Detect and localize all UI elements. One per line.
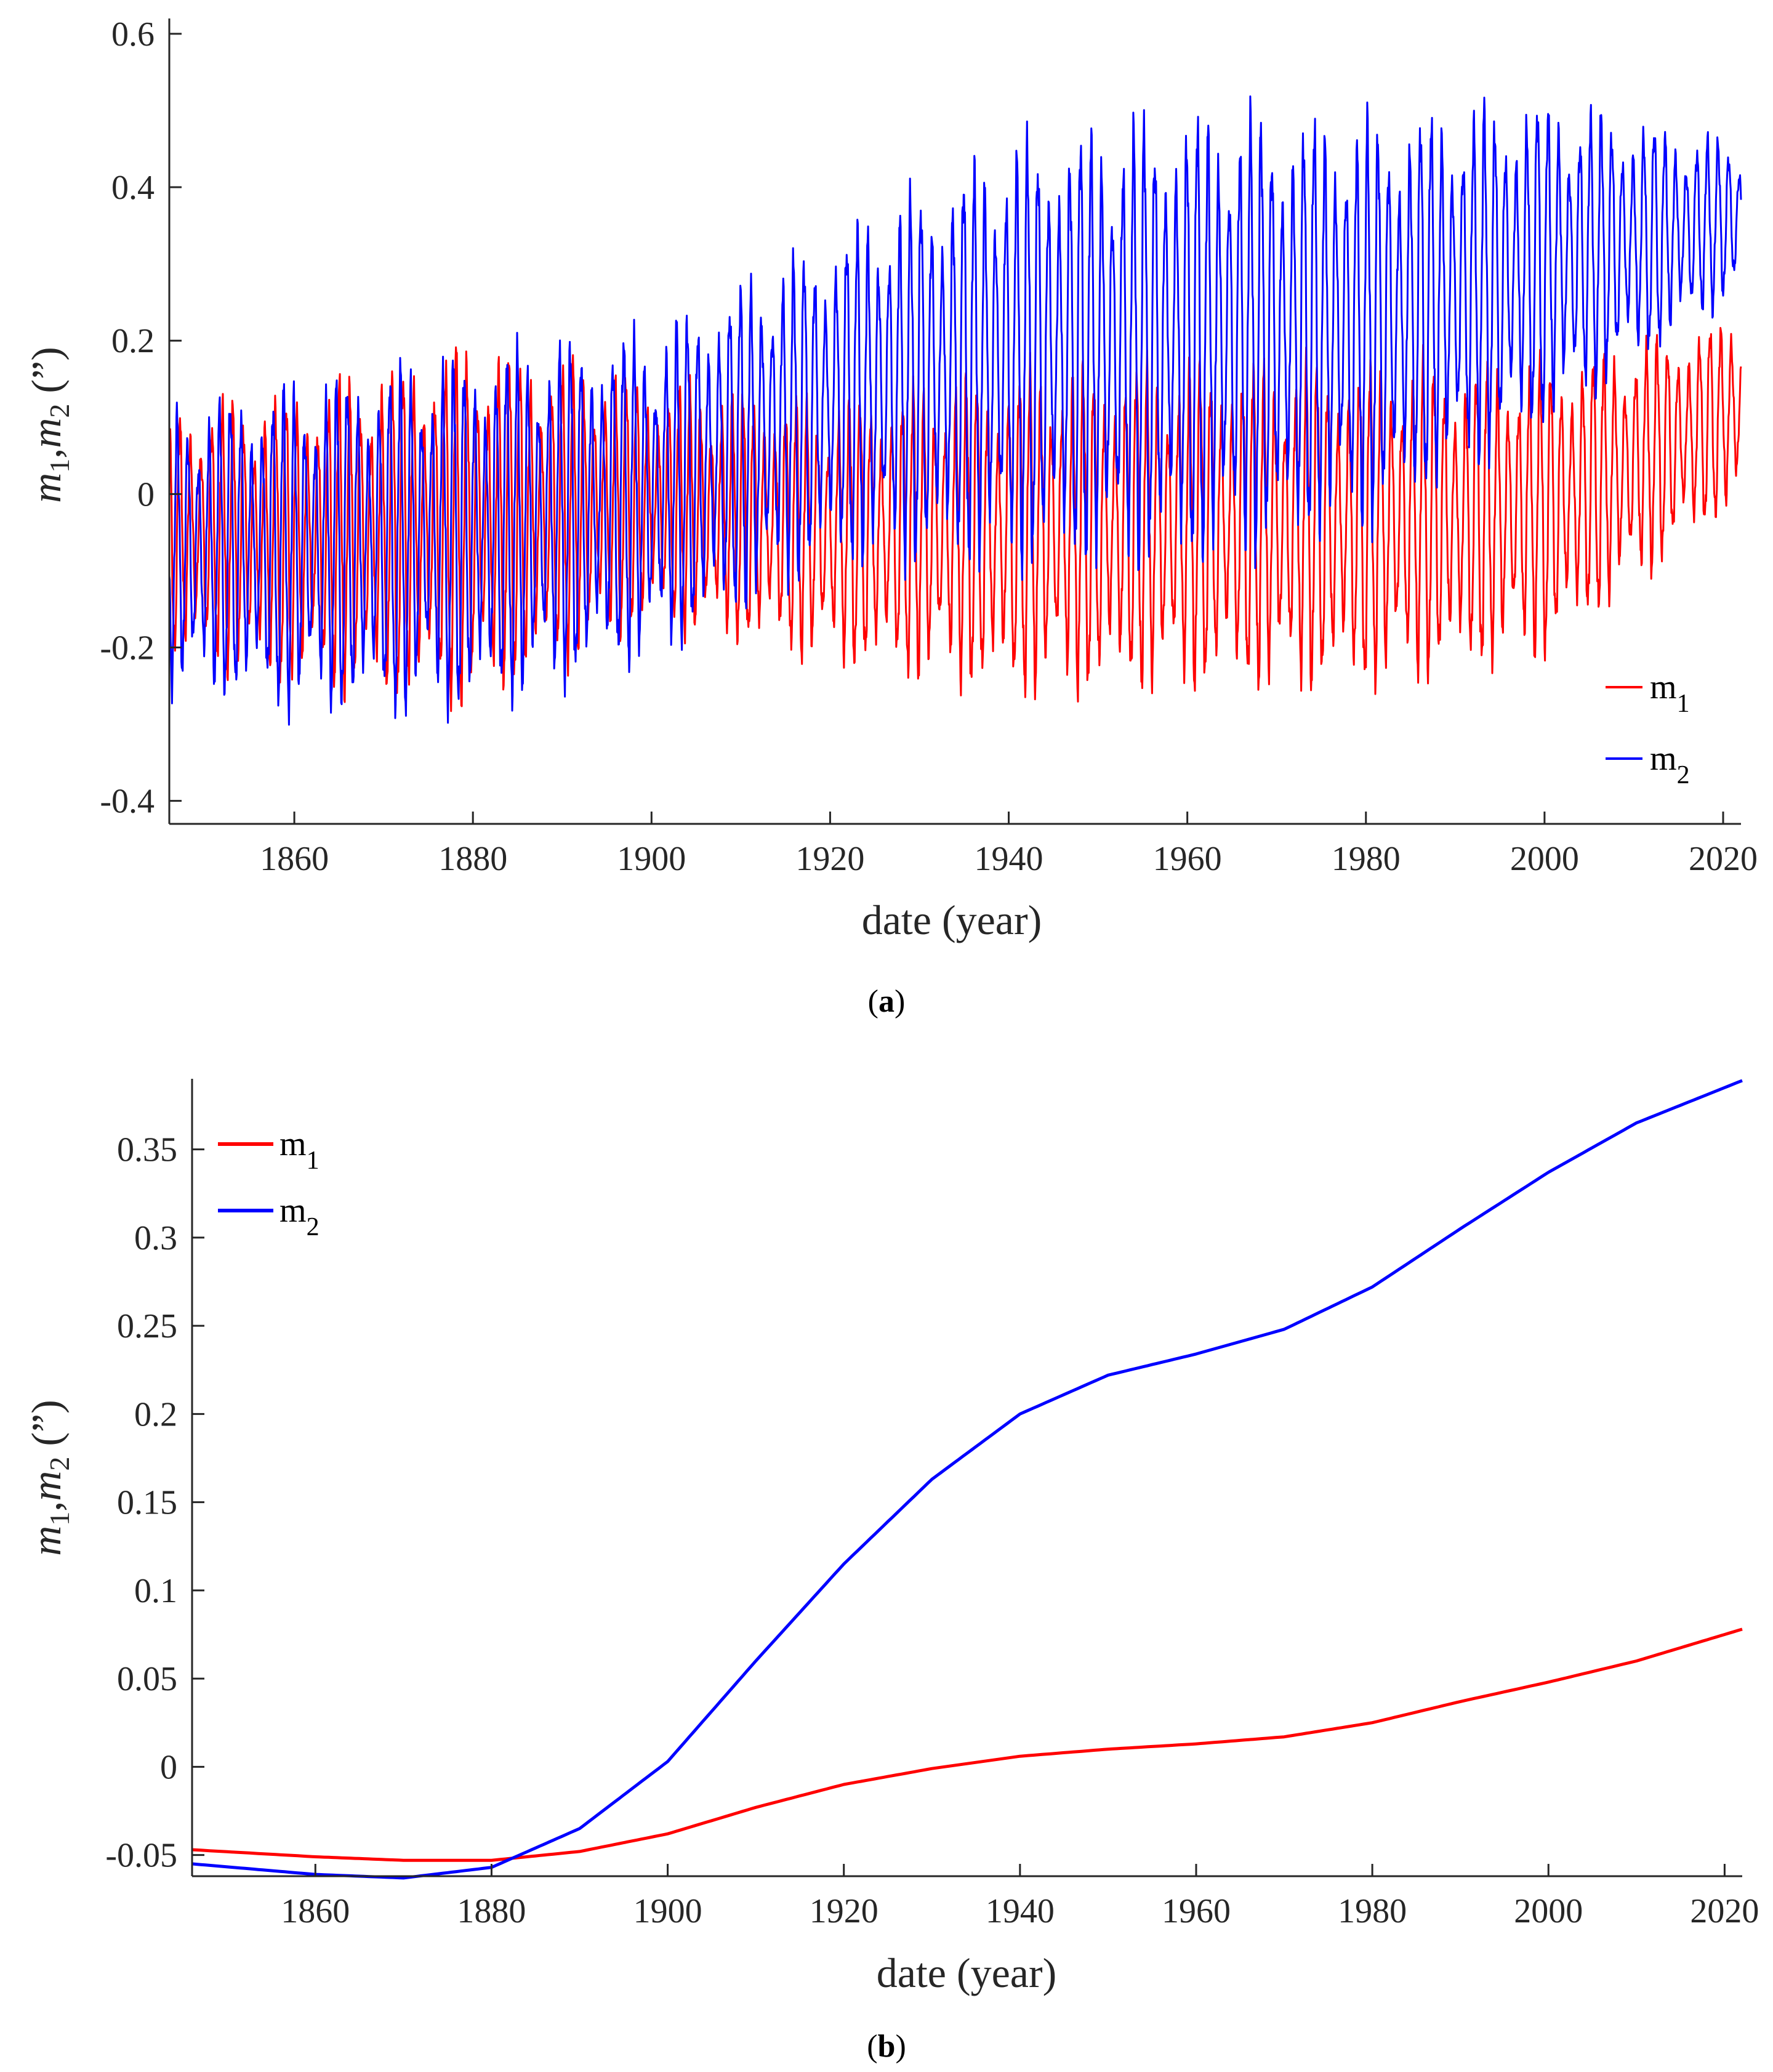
y-tick-label: 0.05 — [117, 1660, 177, 1698]
y-tick-label: 0.35 — [117, 1131, 177, 1169]
x-tick-label: 1880 — [438, 840, 507, 878]
panel-b-legend-m1-label: m1 — [279, 1125, 320, 1175]
y-tick-label: 0.15 — [117, 1484, 177, 1522]
panel-a-y-ticks: -0.4 -0.2 0 0.2 0.4 0.6 — [100, 15, 182, 821]
x-tick-label: 1900 — [617, 840, 686, 878]
panel-a-x-ticks: 1860 1880 1900 1920 1940 1960 1980 2000 2020 — [260, 812, 1758, 878]
x-tick-label: 1880 — [457, 1892, 526, 1930]
panel-a-y-axis-label: m1,m2 (”) — [23, 347, 75, 503]
panel-b-caption: (b) — [867, 2029, 906, 2064]
x-tick-label: 1980 — [1332, 840, 1401, 878]
panel-a-legend-m2-label: m2 — [1650, 740, 1690, 789]
panel-a-x-axis-label: date (year) — [862, 897, 1042, 943]
y-tick-label: -0.05 — [105, 1837, 177, 1875]
x-tick-label: 2020 — [1690, 1892, 1759, 1930]
series-line-m1 — [191, 1627, 1743, 1862]
x-tick-label: 1940 — [975, 840, 1043, 878]
y-tick-label: 0.2 — [134, 1395, 177, 1433]
y-tick-label: 0.25 — [117, 1307, 177, 1345]
panel-a-chart: 1860 1880 1900 1920 1940 1960 1980 2000 2020 -0.… — [23, 15, 1758, 1019]
y-tick-label: 0.3 — [134, 1219, 177, 1257]
x-tick-label: 2020 — [1689, 840, 1758, 878]
x-tick-label: 2000 — [1510, 840, 1579, 878]
x-tick-label: 1960 — [1162, 1892, 1231, 1930]
x-tick-label: 1920 — [810, 1892, 878, 1930]
x-tick-label: 1940 — [986, 1892, 1055, 1930]
y-tick-label: 0.4 — [111, 169, 155, 207]
y-tick-label: -0.2 — [100, 629, 155, 667]
panel-b-legend: m1 m2 — [218, 1125, 320, 1241]
panel-b-chart: 1860 1880 1900 1920 1940 1960 1980 2000 2020 -0.… — [23, 1079, 1759, 2064]
y-tick-label: -0.4 — [100, 783, 155, 821]
x-tick-label: 1860 — [260, 840, 329, 878]
panel-a-plot-area — [168, 95, 1742, 726]
series-line-m2 — [168, 95, 1742, 726]
panel-a-caption: (a) — [868, 984, 906, 1019]
panel-b-y-axis-label: m1,m2 (”) — [23, 1400, 75, 1556]
x-tick-label: 2000 — [1514, 1892, 1583, 1930]
y-tick-label: 0 — [137, 475, 155, 514]
panel-a-legend: m1 m2 — [1606, 668, 1690, 789]
y-tick-label: 0.6 — [111, 15, 155, 54]
y-tick-label: 0.2 — [111, 322, 155, 360]
panel-b-y-ticks: -0.05 0 0.05 0.1 0.15 0.2 0.25 0.3 0.35 — [105, 1131, 204, 1875]
y-tick-label: 0.1 — [134, 1572, 177, 1610]
panel-b-plot-area — [191, 1079, 1743, 1880]
panel-b-legend-m2-label: m2 — [279, 1191, 320, 1241]
y-tick-label: 0 — [160, 1748, 177, 1786]
panel-b-x-axis-label: date (year) — [877, 1949, 1057, 1996]
series-line-m2 — [191, 1079, 1743, 1880]
x-tick-label: 1920 — [795, 840, 864, 878]
panel-b-x-ticks: 1860 1880 1900 1920 1940 1960 1980 2000 2020 — [281, 1864, 1759, 1930]
x-tick-label: 1980 — [1338, 1892, 1407, 1930]
x-tick-label: 1900 — [633, 1892, 702, 1930]
x-tick-label: 1960 — [1153, 840, 1222, 878]
x-tick-label: 1860 — [281, 1892, 350, 1930]
panel-a-legend-m1-label: m1 — [1650, 668, 1690, 718]
